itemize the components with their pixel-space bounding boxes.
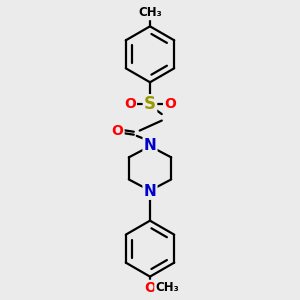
Text: O: O [112, 124, 124, 138]
Text: N: N [144, 184, 156, 199]
Text: CH₃: CH₃ [155, 281, 179, 294]
Text: O: O [144, 281, 156, 295]
Text: S: S [144, 95, 156, 113]
Text: O: O [124, 98, 136, 111]
Text: CH₃: CH₃ [138, 6, 162, 19]
Text: N: N [144, 138, 156, 153]
Text: O: O [164, 98, 176, 111]
